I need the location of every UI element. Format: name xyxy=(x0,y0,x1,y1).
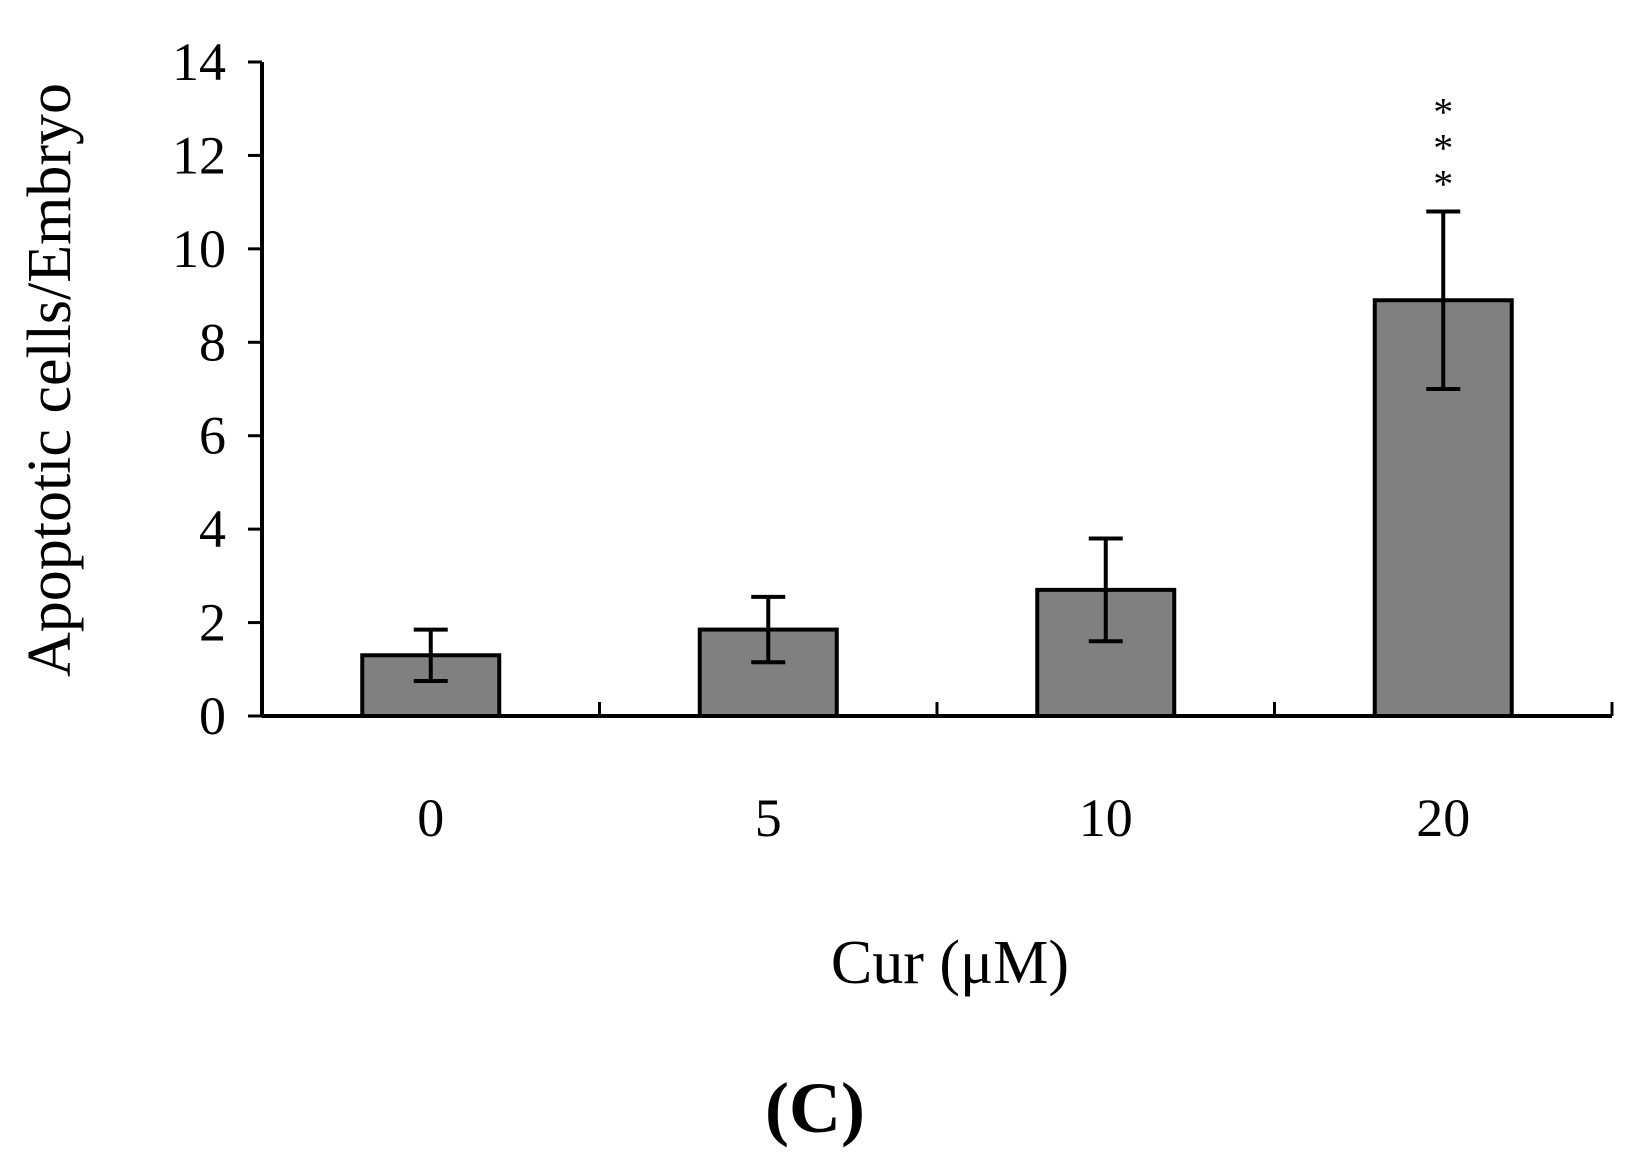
x-tick-label: 10 xyxy=(1079,788,1133,848)
y-axis: 0 2 4 6 8 10 12 14 xyxy=(172,32,264,746)
annotations: * * * xyxy=(1433,89,1453,206)
error-bars xyxy=(413,209,1461,683)
bar xyxy=(1035,587,1177,718)
y-tick-label: 12 xyxy=(172,125,226,185)
panel-label: (C) xyxy=(765,1068,865,1148)
x-axis-title: Cur (μM) xyxy=(831,929,1069,997)
y-tick-label: 10 xyxy=(172,219,226,279)
y-tick-label: 0 xyxy=(199,686,226,746)
y-tick-label: 4 xyxy=(199,499,226,559)
significance-marker: * * * xyxy=(1433,89,1453,206)
x-tick-label: 0 xyxy=(417,788,444,848)
error-bar xyxy=(413,627,448,683)
error-bar xyxy=(1426,209,1461,391)
x-tick-label: 20 xyxy=(1416,788,1470,848)
bars xyxy=(360,298,1514,718)
error-bar xyxy=(751,594,786,665)
x-tick-label: 5 xyxy=(755,788,782,848)
bar xyxy=(360,653,502,718)
y-tick-label: 8 xyxy=(199,312,226,372)
y-tick-label: 14 xyxy=(172,32,226,92)
y-tick-label: 2 xyxy=(199,593,226,653)
x-axis: 0 5 10 20 xyxy=(262,702,1614,848)
error-bar xyxy=(1088,536,1123,644)
y-tick-label: 6 xyxy=(199,406,226,466)
y-axis-title: Apoptotic cells/Embryo xyxy=(16,83,84,677)
